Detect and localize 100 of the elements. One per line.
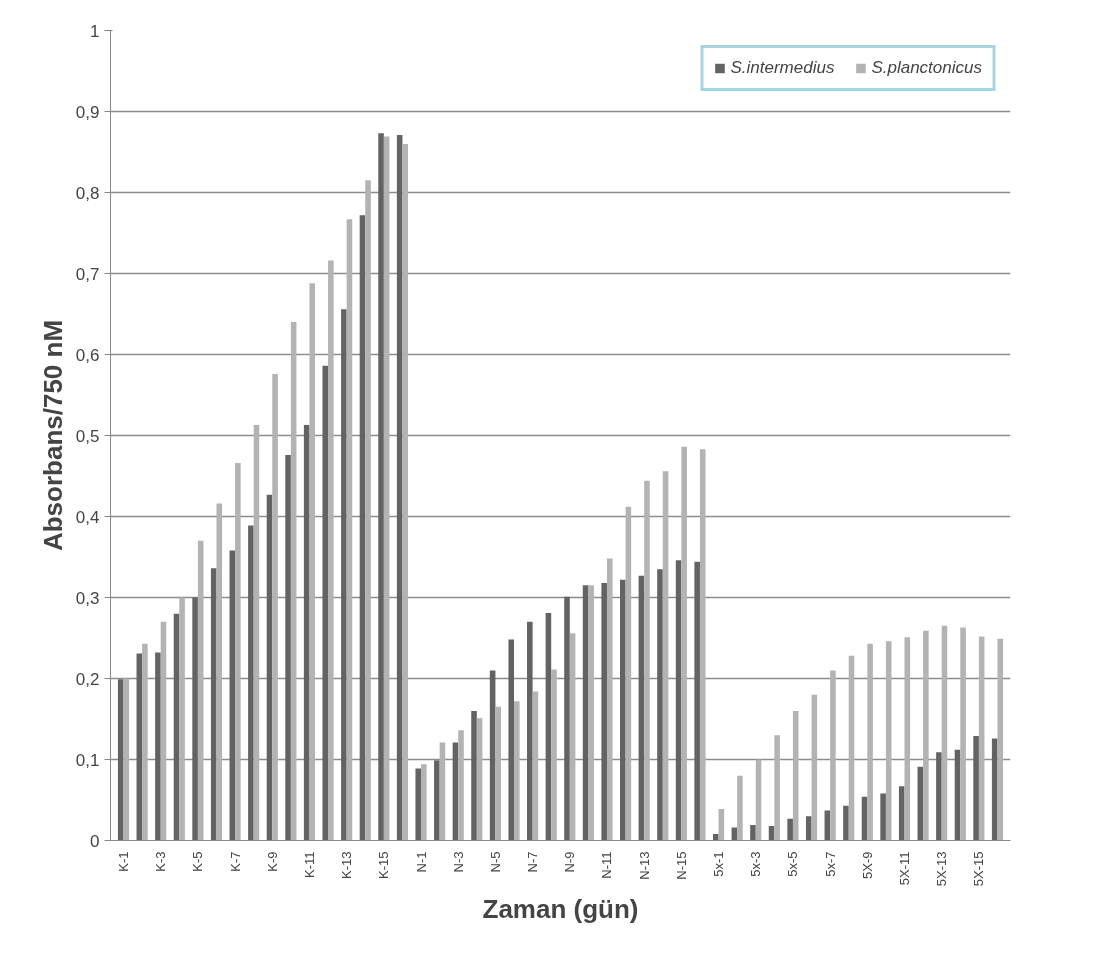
bar (960, 627, 966, 841)
bar (285, 454, 291, 841)
bar (750, 825, 756, 841)
x-tick-label: 5x-5 (785, 851, 801, 877)
y-tick-label: 0,3 (75, 588, 100, 608)
x-tick-label: N-3 (450, 851, 466, 873)
bar (991, 738, 998, 841)
bar (830, 670, 836, 841)
bar (787, 818, 793, 841)
x-tick-label: 5x-1 (711, 851, 727, 877)
x-tick-label: 5X-15 (971, 851, 987, 887)
bar (620, 579, 626, 841)
bar (210, 568, 217, 841)
bar (898, 786, 905, 841)
bar (328, 260, 334, 841)
bar (322, 365, 329, 841)
x-tick-label: 5X-13 (934, 851, 950, 887)
bar (495, 706, 501, 841)
x-tick-label: N-1 (413, 851, 429, 873)
x-tick-label: N-15 (673, 851, 689, 880)
x-tick-label: 5x-3 (748, 851, 764, 877)
x-tick-label: K-1 (116, 851, 132, 872)
bar (179, 597, 185, 841)
x-tick-label: 5X-9 (859, 851, 875, 879)
bar (805, 816, 812, 841)
bar (588, 585, 594, 841)
y-tick-label: 0,8 (75, 183, 100, 203)
bar (365, 180, 371, 841)
x-tick-label: K-11 (301, 851, 317, 878)
bar (601, 582, 607, 841)
bar (973, 736, 979, 841)
x-tick-label: 5X-11 (897, 851, 913, 886)
bar (253, 424, 260, 841)
bar (272, 373, 278, 841)
bar (452, 742, 459, 841)
x-tick-label: N-13 (636, 851, 652, 880)
y-tick-label: 0,7 (75, 264, 100, 284)
bar (880, 793, 886, 841)
y-tick-label: 0,9 (75, 102, 100, 122)
legend-label: S.planctonicus (871, 58, 982, 78)
bar (657, 569, 663, 841)
bar (192, 597, 198, 841)
bar (923, 630, 929, 841)
y-tick-label: 0,4 (75, 507, 100, 527)
bar (514, 701, 520, 841)
bar (136, 653, 143, 841)
bar (458, 730, 464, 841)
legend-label: S.intermedius (730, 58, 835, 78)
bar (904, 637, 911, 841)
bar (843, 805, 849, 841)
bar (142, 643, 148, 841)
bar (117, 679, 124, 841)
bar (936, 752, 942, 841)
x-tick-label: K-5 (190, 851, 206, 872)
bar (439, 742, 446, 841)
bar (489, 670, 496, 841)
x-axis-title: Zaman (gün) (482, 894, 639, 925)
x-tick-label: N-9 (562, 851, 578, 873)
bar (434, 760, 440, 841)
bar (508, 639, 515, 841)
bar (675, 560, 682, 841)
x-tick-label: K-3 (153, 851, 169, 872)
bar (532, 691, 539, 841)
bar (471, 710, 477, 841)
x-tick-label: K-9 (264, 851, 280, 872)
y-tick-label: 0,5 (75, 426, 100, 446)
x-tick-label: N-5 (487, 851, 503, 873)
y-tick-label: 0,2 (75, 669, 100, 689)
bar (216, 503, 223, 841)
bar (564, 596, 570, 841)
bar (662, 471, 669, 841)
bar (378, 133, 384, 841)
bar (792, 710, 799, 841)
x-tick-label: K-7 (227, 851, 243, 872)
bar (606, 558, 613, 841)
bar (774, 735, 780, 841)
bar (359, 215, 366, 841)
y-tick-label: 1 (90, 21, 100, 41)
bar (421, 764, 427, 841)
bar (582, 585, 589, 841)
bar (235, 463, 241, 841)
bar (402, 143, 409, 841)
bar (248, 525, 254, 841)
bar (383, 136, 390, 841)
bar (396, 134, 403, 841)
bar (699, 449, 706, 841)
bar (551, 669, 557, 841)
bar (155, 652, 161, 841)
bar (712, 834, 719, 841)
y-tick-label: 0 (90, 831, 100, 851)
bar (867, 643, 873, 841)
bar (737, 775, 743, 841)
x-tick-label: 5x-7 (822, 851, 838, 877)
x-tick-label: N-11 (599, 851, 615, 879)
bar (415, 768, 422, 841)
bar (978, 636, 985, 841)
bar (309, 283, 316, 841)
bar (694, 561, 700, 841)
bar (681, 446, 687, 841)
bar (346, 219, 353, 841)
